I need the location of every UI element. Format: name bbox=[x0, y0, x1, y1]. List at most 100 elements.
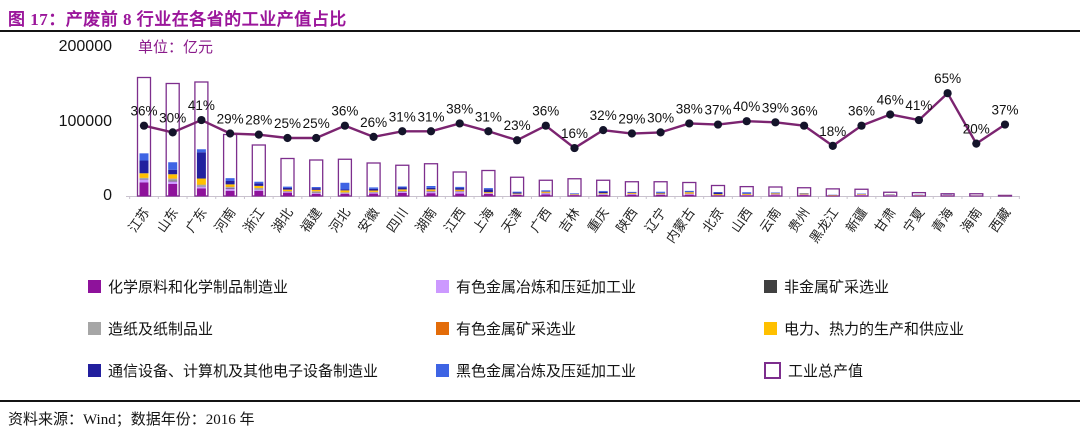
industry-stack-segment bbox=[455, 191, 465, 194]
industry-stack-segment bbox=[512, 194, 522, 196]
x-axis-category-label: 重庆 bbox=[584, 205, 611, 235]
industry-stack-segment bbox=[426, 193, 436, 196]
industry-stack-segment bbox=[311, 191, 321, 193]
industry-stack-segment bbox=[369, 193, 379, 196]
percentage-label: 18% bbox=[819, 124, 846, 139]
percentage-label: 38% bbox=[446, 101, 473, 116]
industry-stack-segment bbox=[340, 182, 350, 190]
industry-stack-segment bbox=[283, 186, 292, 188]
percentage-line-dot bbox=[742, 117, 751, 126]
industry-stack-segment bbox=[770, 193, 780, 194]
x-axis-category-label: 吉林 bbox=[556, 205, 583, 235]
industry-stack-segment bbox=[196, 178, 206, 185]
industry-stack-segment bbox=[598, 193, 608, 194]
industry-stack-segment bbox=[225, 181, 235, 185]
industry-stack-segment bbox=[283, 189, 292, 191]
percentage-line-dot bbox=[426, 127, 436, 136]
x-axis-category-label: 河南 bbox=[211, 205, 238, 235]
industry-stack-segment bbox=[340, 189, 350, 191]
legend-item: 有色金属矿采选业 bbox=[436, 318, 764, 339]
industry-stack-segment bbox=[168, 169, 178, 175]
industry-stack-segment bbox=[369, 188, 379, 191]
x-axis-category-label: 广东 bbox=[183, 205, 210, 235]
industry-stack-segment bbox=[483, 192, 493, 194]
industry-stack-segment bbox=[426, 187, 436, 190]
percentage-line-dot bbox=[800, 121, 809, 130]
industry-stack-segment bbox=[196, 188, 206, 196]
industry-stack-segment bbox=[483, 189, 493, 193]
industry-stack-segment bbox=[598, 194, 608, 196]
top-divider bbox=[0, 30, 1080, 32]
legend-label: 黑色金属冶炼及压延加工业 bbox=[456, 364, 637, 380]
unit-label: 单位：亿元 bbox=[138, 39, 213, 56]
industry-stack-segment bbox=[168, 181, 178, 184]
x-axis-category-label: 四川 bbox=[384, 205, 411, 235]
industry-stack-segment bbox=[196, 152, 206, 179]
percentage-label: 36% bbox=[130, 104, 157, 119]
industry-stack-segment bbox=[598, 190, 608, 192]
percentage-label: 36% bbox=[331, 104, 358, 119]
x-axis-category-label: 海南 bbox=[958, 205, 985, 235]
industry-stack-segment bbox=[196, 186, 206, 189]
percentage-label: 32% bbox=[590, 108, 617, 123]
industry-stack-segment bbox=[369, 187, 379, 189]
industry-stack-segment bbox=[455, 193, 465, 196]
industry-stack-segment bbox=[340, 193, 350, 194]
percentage-line-dot bbox=[972, 139, 981, 148]
x-axis-category-label: 湖北 bbox=[269, 205, 296, 235]
percentage-label: 28% bbox=[245, 113, 272, 128]
industry-stack-segment bbox=[770, 195, 780, 196]
percentage-line-dot bbox=[312, 133, 321, 143]
industry-stack-segment bbox=[283, 192, 292, 196]
percentage-label: 30% bbox=[159, 110, 186, 125]
industry-stack-segment bbox=[770, 194, 780, 196]
percentage-line-dot bbox=[656, 128, 665, 137]
industry-stack-segment bbox=[684, 190, 694, 193]
y-axis-tick-label: 0 bbox=[103, 187, 112, 204]
percentage-label: 38% bbox=[676, 101, 703, 116]
percentage-line-dot bbox=[685, 119, 694, 128]
industry-stack-segment bbox=[656, 193, 666, 195]
industry-stack-segment bbox=[311, 192, 321, 194]
legend-label: 电力、热力的生产和供应业 bbox=[784, 322, 965, 338]
industry-stack-segment bbox=[483, 193, 493, 196]
industry-stack-segment bbox=[770, 192, 780, 194]
x-axis-category-label: 浙江 bbox=[240, 205, 267, 235]
percentage-label: 36% bbox=[532, 104, 559, 119]
legend-swatch-icon bbox=[436, 322, 449, 335]
industry-stack-segment bbox=[340, 193, 350, 196]
percentage-label: 36% bbox=[791, 104, 818, 119]
chart-legend: 化学原料和化学制品制造业 有色金属冶炼和压延加工业 非金属矿采选业 造纸及纸制品业 有色… bbox=[88, 276, 1063, 381]
x-axis-category-label: 黑龙江 bbox=[807, 205, 842, 246]
percentage-line-dot bbox=[513, 136, 522, 145]
x-axis-category-label: 山东 bbox=[154, 205, 181, 235]
industry-stack-segment bbox=[311, 189, 321, 192]
legend-swatch-icon bbox=[436, 364, 449, 377]
industry-stack-segment bbox=[225, 190, 235, 196]
source-note: 资料来源：Wind；数据年份：2016 年 bbox=[8, 412, 255, 428]
percentage-line-dot bbox=[226, 129, 235, 138]
percentage-label: 16% bbox=[561, 126, 588, 141]
x-axis-category-label: 辽宁 bbox=[642, 205, 669, 235]
legend-swatch-icon bbox=[436, 280, 449, 293]
industry-stack-segment bbox=[455, 186, 465, 189]
industry-stack-segment bbox=[139, 153, 149, 161]
industry-stack-segment bbox=[254, 189, 264, 191]
legend-item: 非金属矿采选业 bbox=[764, 276, 1063, 297]
industry-stack-segment bbox=[254, 185, 264, 188]
industry-stack-segment bbox=[139, 160, 149, 174]
x-axis-category-label: 新疆 bbox=[843, 205, 870, 235]
percentage-label: 26% bbox=[360, 115, 387, 130]
percentage-label: 39% bbox=[762, 100, 789, 115]
percentage-line-dot bbox=[943, 89, 952, 98]
industry-stack-segment bbox=[196, 184, 206, 187]
percentage-label: 36% bbox=[848, 104, 875, 119]
industry-stack-segment bbox=[139, 178, 149, 180]
percentage-label: 41% bbox=[905, 98, 932, 113]
industry-stack-segment bbox=[254, 190, 264, 196]
industry-stack-segment bbox=[713, 194, 723, 196]
x-axis-category-label: 江苏 bbox=[125, 205, 152, 235]
legend-swatch-icon bbox=[88, 364, 101, 377]
